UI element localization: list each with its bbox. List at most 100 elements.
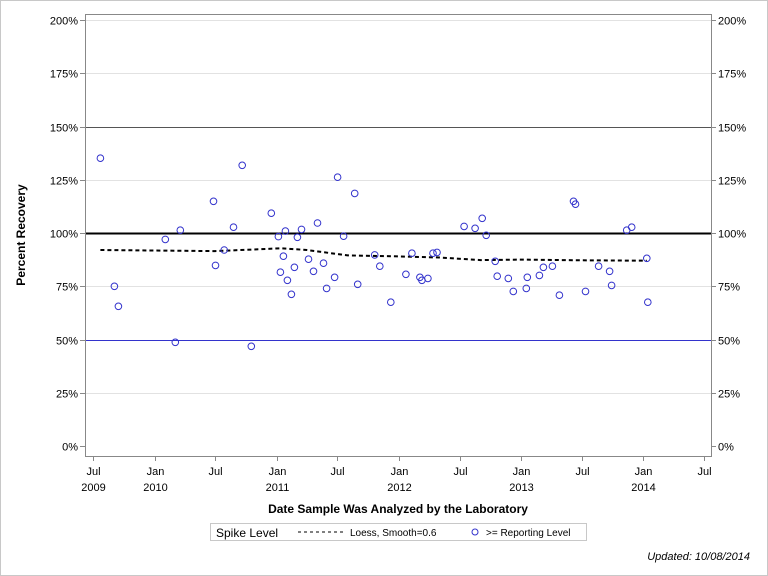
data-point (571, 200, 580, 208)
data-point (644, 298, 652, 307)
data-point (376, 262, 384, 271)
x-tick-year: 2012 (387, 482, 411, 494)
data-point (281, 227, 290, 235)
data-point (535, 271, 544, 280)
data-point (293, 233, 302, 242)
data-point (429, 249, 437, 257)
data-point (433, 248, 441, 257)
y-tick-label-left: 25% (56, 389, 78, 401)
loess-line-group (100, 247, 647, 262)
y-tick-label-left: 50% (56, 336, 78, 348)
data-point (504, 274, 513, 283)
x-tick-month: Jan (635, 466, 653, 478)
data-point (238, 161, 246, 170)
data-point (353, 280, 362, 289)
data-point (509, 287, 518, 296)
data-point (370, 251, 379, 259)
data-point (209, 197, 218, 206)
y-tick-label-right: 125% (718, 176, 746, 188)
data-point (555, 291, 564, 300)
legend: Spike Level Loess, Smooth=0.6 >= Reporti… (210, 523, 587, 541)
data-point (478, 214, 487, 223)
x-tick-month: Jul (330, 466, 344, 478)
data-point (333, 173, 342, 181)
data-point (539, 263, 548, 272)
data-point (387, 298, 395, 307)
x-tick-month: Jul (697, 466, 711, 478)
data-point (643, 254, 651, 263)
y-tick-label-left: 0% (62, 442, 78, 454)
legend-box (210, 523, 587, 541)
legend-title: Spike Level (216, 526, 278, 540)
gridlines (85, 20, 711, 394)
y-tick-label-right: 150% (718, 123, 746, 135)
data-point (493, 272, 502, 281)
data-point (176, 226, 185, 234)
data-point (267, 209, 276, 217)
y-tick-label-left: 75% (56, 282, 78, 294)
x-tick-year: 2011 (266, 482, 290, 494)
x-tick-month: Jul (86, 466, 100, 478)
y-axis-title: Percent Recovery (14, 184, 28, 286)
data-point (114, 302, 123, 311)
y-tick-label-left: 125% (50, 176, 78, 188)
data-point (247, 342, 256, 351)
reference-lines (85, 127, 711, 341)
data-point (627, 223, 636, 231)
x-tick-month: Jan (269, 466, 287, 478)
x-tick-year: 2009 (81, 482, 105, 494)
y-tick-label-right: 200% (718, 16, 746, 28)
y-tick-label-left: 100% (50, 229, 78, 241)
data-point (522, 284, 531, 293)
data-point (110, 282, 119, 291)
data-point (274, 232, 283, 241)
data-point (319, 259, 328, 268)
data-point (287, 290, 296, 299)
data-point (313, 219, 322, 227)
scatter-points (96, 154, 652, 351)
data-point (330, 273, 339, 282)
x-tick-year: 2013 (509, 482, 533, 494)
y-tick-label-left: 175% (50, 69, 78, 81)
data-point (279, 252, 288, 261)
data-point (304, 255, 313, 264)
data-point (322, 284, 331, 293)
data-point (424, 274, 432, 283)
data-point (491, 257, 500, 266)
data-point (161, 235, 170, 244)
x-tick-month: Jan (391, 466, 409, 478)
x-tick-year: 2014 (631, 482, 655, 494)
x-tick-month: Jul (208, 466, 222, 478)
x-tick-year: 2010 (143, 482, 167, 494)
data-point (339, 232, 348, 240)
y-tick-label-right: 25% (718, 389, 740, 401)
y-tick-label-left: 150% (50, 123, 78, 135)
y-tick-label-right: 0% (718, 442, 734, 454)
data-point (408, 249, 416, 257)
data-point (594, 262, 603, 271)
data-point (276, 268, 285, 277)
data-point (171, 338, 180, 347)
data-point (220, 246, 228, 254)
data-point (96, 154, 105, 162)
y-tick-label-right: 100% (718, 229, 746, 241)
x-tick-month: Jul (575, 466, 589, 478)
data-point (283, 276, 292, 285)
y-tick-label-right: 50% (718, 336, 740, 348)
data-point (297, 225, 306, 234)
data-point (482, 231, 491, 240)
legend-loess-label: Loess, Smooth=0.6 (350, 528, 437, 539)
data-point (607, 281, 616, 290)
x-tick-month: Jul (453, 466, 467, 478)
data-point (309, 267, 318, 276)
data-point (290, 263, 299, 272)
data-point (350, 189, 359, 198)
legend-point-label: >= Reporting Level (486, 528, 571, 539)
x-axis: Jul 2009 Jan 2010 Jul Jan 2011 Jul Jan 2012 Jul Jan… (81, 456, 712, 494)
y-tick-label-right: 75% (718, 282, 740, 294)
legend-point-swatch (471, 528, 479, 536)
x-tick-month: Jan (513, 466, 531, 478)
data-point (460, 222, 468, 231)
x-axis-title: Date Sample Was Analyzed by the Laborato… (268, 502, 528, 516)
